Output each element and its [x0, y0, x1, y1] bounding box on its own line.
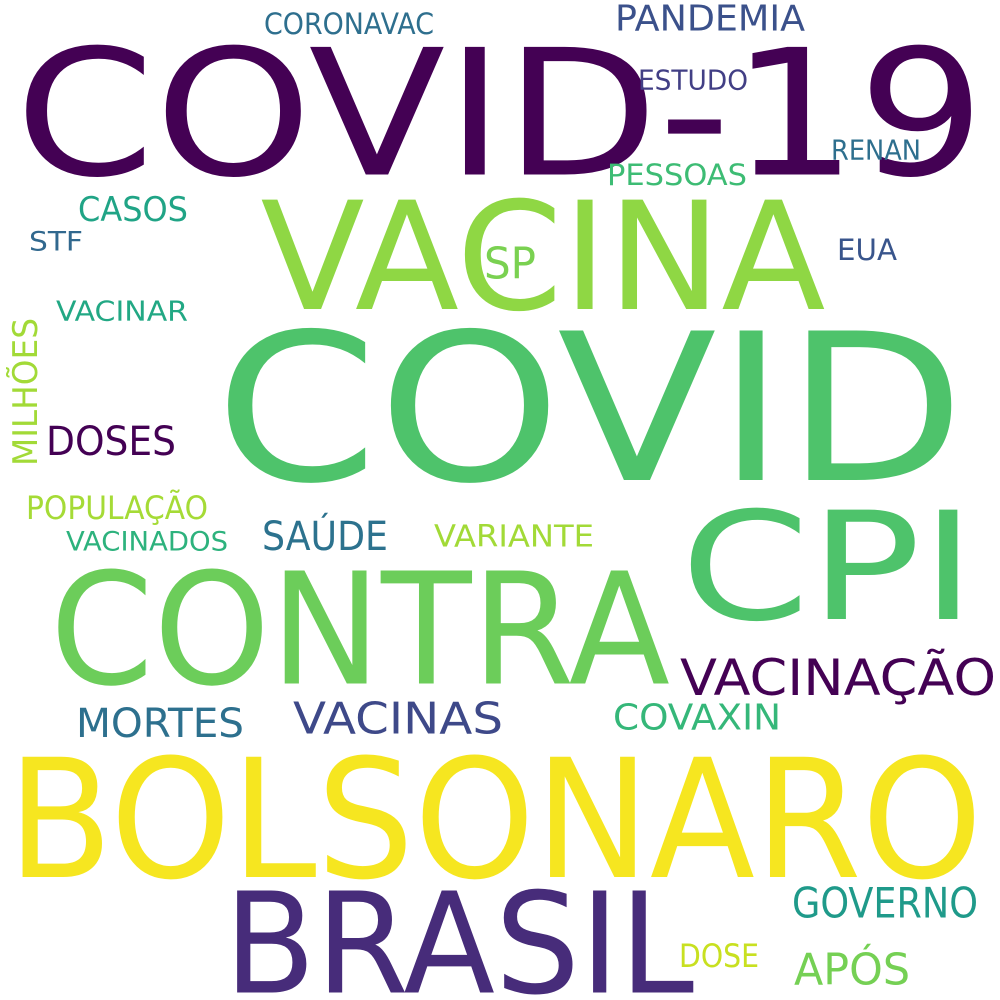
word-mortes: MORTES: [76, 701, 244, 747]
word-milhoes: MILHÕES: [5, 318, 46, 466]
word-pandemia: PANDEMIA: [615, 0, 805, 40]
word-populacao: POPULAÇÃO: [26, 489, 208, 527]
word-vacinacao: VACINAÇÃO: [680, 649, 996, 707]
word-brasil: BRASIL: [224, 864, 694, 1000]
word-renan: RENAN: [831, 134, 921, 167]
word-covid: COVID: [215, 291, 965, 529]
word-coronavac: CORONAVAC: [264, 7, 434, 41]
word-apos: APÓS: [794, 943, 910, 996]
word-saude: SAÚDE: [262, 512, 388, 560]
word-covid-19: COVID-19: [15, 14, 985, 217]
word-stf: STF: [29, 227, 83, 258]
word-vacinados: VACINADOS: [66, 527, 228, 558]
word-estudo: ESTUDO: [638, 64, 748, 97]
word-bolsonaro: BOLSONARO: [8, 724, 983, 916]
word-covaxin: COVAXIN: [613, 698, 781, 739]
word-vacinar: VACINAR: [56, 295, 188, 328]
word-sp: SP: [484, 239, 536, 290]
word-dose: DOSE: [679, 937, 759, 975]
word-variante: VARIANTE: [434, 520, 594, 555]
word-vacinas: VACINAS: [293, 694, 503, 745]
word-eua: EUA: [837, 233, 897, 267]
word-doses: DOSES: [46, 419, 176, 465]
word-contra: CONTRA: [50, 540, 670, 721]
word-casos: CASOS: [78, 190, 188, 230]
word-cpi: CPI: [681, 481, 976, 655]
word-vacina: VACINA: [261, 171, 826, 345]
word-governo: GOVERNO: [792, 879, 978, 928]
word-pessoas: PESSOAS: [607, 158, 747, 192]
